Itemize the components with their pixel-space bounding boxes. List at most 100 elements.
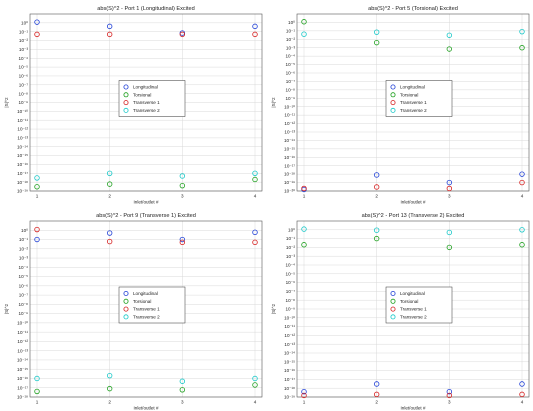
y-tick-label: 10⁻¹ (19, 237, 29, 242)
y-tick-label: 10⁻⁵ (286, 62, 296, 67)
y-tick-label: 10⁻¹³ (17, 348, 28, 353)
data-point-longitudinal (106, 23, 113, 30)
y-tick-label: 10⁻³ (286, 45, 296, 50)
y-tick-label: 10⁻¹ (286, 236, 296, 241)
legend-entry: Transverse 1 (133, 100, 160, 105)
y-axis-label: |S|^2 (271, 97, 276, 108)
x-tick-label: 2 (108, 400, 111, 405)
x-axis-label: Inlet/outlet # (400, 200, 425, 205)
plot-frame (296, 13, 530, 192)
data-point-longitudinal (34, 19, 40, 25)
x-tick-label: 3 (181, 400, 184, 405)
y-tick-label: 10⁻¹⁵ (17, 153, 28, 158)
data-point-longitudinal (252, 23, 258, 30)
data-point-torsional (252, 382, 258, 388)
x-tick-label: 3 (448, 400, 451, 405)
data-point-longitudinal (519, 381, 525, 387)
data-point-torsional (179, 182, 186, 189)
data-point-torsional (34, 388, 40, 395)
x-tick-label: 1 (303, 194, 306, 199)
chart-title: abs(S)^2 - Port 1 (Longitudinal) Excited (97, 6, 194, 12)
x-tick-label: 2 (375, 400, 378, 405)
y-tick-label: 10⁻¹ (286, 28, 296, 33)
data-point-torsional (301, 242, 307, 248)
y-tick-label: 10⁻¹² (284, 333, 295, 338)
chart-panel-1: 10⁻¹⁹ 10⁻¹⁸ 10⁻¹⁷ 10⁻¹⁶ 10⁻¹⁵ 10⁻¹⁴ 10⁻¹³ 10⁻¹²… (4, 6, 263, 205)
y-tick-label: 10⁻⁶ (286, 71, 296, 76)
y-tick-label: 10⁻¹⁶ (17, 376, 28, 381)
data-point-longitudinal (34, 236, 40, 243)
data-point-torsional (252, 176, 258, 183)
y-tick-label: 10⁻¹⁸ (17, 395, 28, 400)
x-axis-label: Inlet/outlet # (133, 200, 158, 205)
y-tick-label: 10⁻¹⁷ (17, 171, 28, 176)
y-tick-label: 10⁻¹ (19, 29, 29, 34)
y-tick-label: 10⁻¹¹ (17, 118, 28, 123)
y-tick-label: 10⁻³ (19, 256, 29, 261)
legend-marker (123, 314, 129, 320)
y-tick-label: 10⁻¹⁴ (284, 351, 295, 356)
data-point-transverse-1 (179, 31, 186, 38)
legend-entry: Torsional (400, 299, 418, 304)
data-point-transverse-2 (179, 378, 186, 384)
data-point-torsional (106, 385, 113, 392)
y-tick-label: 10⁻⁶ (19, 74, 29, 79)
y-tick-label: 10⁻⁹ (285, 96, 295, 101)
x-tick-label: 1 (36, 400, 39, 405)
data-point-transverse-1 (252, 31, 258, 38)
data-point-transverse-2 (106, 170, 113, 176)
data-point-torsional (519, 242, 525, 248)
data-point-torsional (179, 387, 186, 393)
data-point-torsional (519, 45, 525, 51)
data-point-torsional (373, 39, 380, 46)
y-tick-label: 10⁻¹⁴ (17, 358, 28, 363)
legend-entry: Longitudinal (400, 85, 425, 90)
y-tick-label: 10⁻⁷ (19, 82, 29, 87)
legend-marker (390, 84, 396, 90)
y-tick-label: 10⁻⁴ (18, 265, 28, 270)
data-point-transverse-1 (34, 31, 40, 38)
y-tick-label: 10⁻⁸ (286, 87, 296, 92)
data-point-torsional (446, 244, 453, 251)
legend-box (118, 80, 186, 117)
data-point-transverse-1 (179, 239, 186, 246)
chart-title: abs(S)^2 - Port 5 (Torsional) Excited (368, 6, 458, 12)
data-point-transverse-1 (446, 185, 453, 192)
legend-entry: Transverse 2 (400, 315, 427, 320)
y-tick-label: 10⁻¹⁶ (284, 368, 295, 373)
chart-panel-3: 10⁻¹⁸ 10⁻¹⁷ 10⁻¹⁶ 10⁻¹⁵ 10⁻¹⁴ 10⁻¹³ 10⁻¹² 10⁻¹¹… (4, 213, 263, 411)
data-point-transverse-2 (373, 227, 380, 233)
y-tick-label: 10⁻⁶ (286, 280, 296, 285)
y-tick-label: 10⁻¹⁴ (17, 144, 28, 149)
data-point-transverse-2 (301, 31, 307, 37)
y-tick-label: 10⁻¹⁵ (284, 146, 295, 151)
y-tick-label: 10⁰ (21, 228, 28, 233)
y-tick-label: 10⁻⁸ (19, 302, 29, 307)
chart-panel-4: 10⁻¹⁹ 10⁻¹⁸ 10⁻¹⁷ 10⁻¹⁶ 10⁻¹⁵ 10⁻¹⁴ 10⁻¹³ 10⁻¹²… (271, 213, 530, 411)
y-axis-label: |S|^2 (4, 303, 9, 314)
legend-marker (390, 314, 396, 320)
y-tick-label: 10⁻² (286, 37, 296, 42)
y-tick-label: 10⁻² (19, 246, 29, 251)
y-tick-label: 10⁻¹⁰ (17, 109, 28, 114)
y-tick-label: 10⁻⁵ (286, 271, 296, 276)
legend-entry: Torsional (133, 299, 151, 304)
x-tick-label: 1 (303, 400, 306, 405)
data-point-longitudinal (519, 171, 525, 177)
y-tick-label: 10⁻²⁰ (284, 189, 295, 194)
y-tick-label: 10⁻⁸ (286, 298, 296, 303)
legend-marker (390, 107, 396, 113)
data-point-longitudinal (179, 236, 186, 243)
y-tick-label: 10⁻¹⁸ (284, 386, 295, 391)
x-tick-label: 4 (521, 194, 524, 199)
legend-marker (390, 92, 396, 98)
legend-marker (123, 92, 129, 98)
legend-entry: Transverse 2 (400, 108, 427, 113)
legend-entry: Longitudinal (133, 85, 158, 90)
legend-box (385, 80, 453, 117)
legend: Longitudinal Torsional Transverse 1 Transve… (118, 80, 186, 117)
y-tick-label: 10⁻⁷ (286, 79, 296, 84)
data-point-transverse-2 (446, 229, 453, 236)
legend-entry: Transverse 1 (400, 307, 427, 312)
